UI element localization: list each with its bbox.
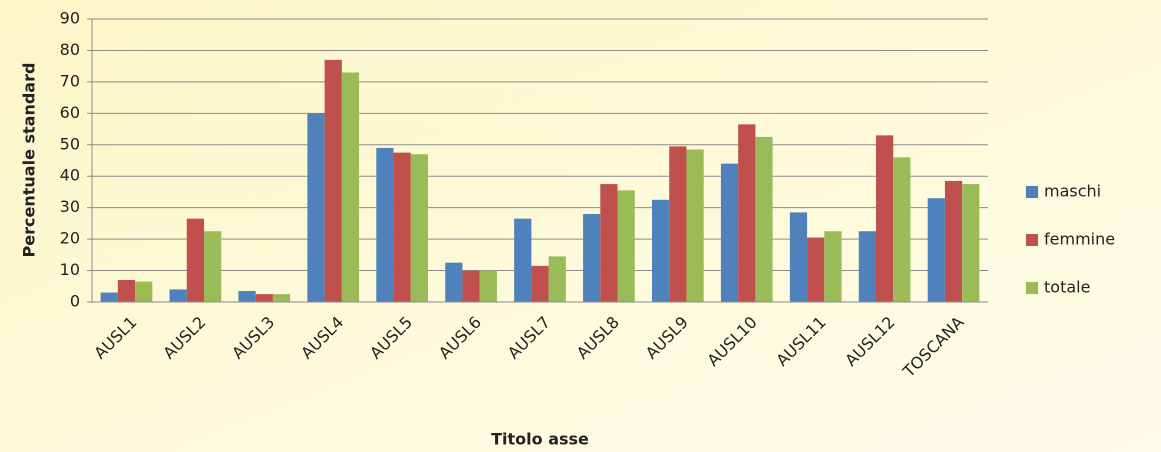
bar: [186, 218, 204, 302]
bar: [272, 294, 291, 302]
legend-swatch: [1026, 282, 1038, 294]
bar: [600, 184, 618, 302]
bar: [755, 136, 773, 302]
bar: [531, 265, 549, 302]
bar: [893, 157, 911, 302]
bar: [789, 212, 808, 302]
y-tick-label: 90: [60, 9, 80, 28]
bar: [393, 152, 411, 302]
legend-swatch: [1026, 234, 1038, 246]
legend-label: femmine: [1044, 230, 1115, 249]
bar: [548, 256, 566, 302]
bar: [824, 231, 842, 302]
legend-label: maschi: [1044, 182, 1101, 201]
bar: [238, 290, 256, 302]
bar: [944, 180, 963, 302]
y-tick-label: 30: [60, 197, 80, 216]
bar: [686, 149, 704, 302]
bar: [876, 135, 894, 302]
bar: [376, 147, 394, 302]
y-axis-title: Percentuale standard: [20, 63, 39, 258]
bar: [807, 237, 825, 302]
y-tick-label: 50: [60, 134, 80, 153]
bar: [617, 190, 635, 302]
bar: [117, 279, 136, 302]
y-tick-label: 0: [70, 292, 80, 311]
bar: [100, 292, 118, 302]
y-tick-label: 70: [60, 71, 80, 90]
bar: [927, 198, 945, 302]
bar: [445, 262, 463, 302]
bar: [669, 146, 687, 302]
legend-label: totale: [1044, 278, 1090, 297]
y-tick-label: 80: [60, 40, 80, 59]
bar: [962, 184, 980, 302]
bar: [169, 289, 187, 302]
y-tick-label: 40: [60, 166, 80, 185]
bar: [738, 124, 756, 302]
bar: [858, 231, 876, 302]
y-tick-label: 60: [60, 103, 80, 122]
bar: [479, 270, 497, 302]
bar: [204, 231, 222, 302]
bar: [410, 154, 428, 302]
legend-swatch: [1026, 186, 1038, 198]
bar: [583, 213, 601, 302]
bar: [462, 270, 480, 302]
bar: [341, 72, 360, 302]
bar: [255, 294, 273, 302]
y-tick-label: 10: [60, 260, 80, 279]
bar: [324, 59, 342, 302]
x-axis-title: Titolo asse: [491, 430, 589, 449]
bar: [652, 199, 670, 302]
y-tick-label: 20: [60, 229, 80, 248]
bar: [307, 113, 325, 302]
bar: [135, 281, 153, 302]
bar: [720, 163, 739, 302]
bar: [514, 218, 532, 302]
